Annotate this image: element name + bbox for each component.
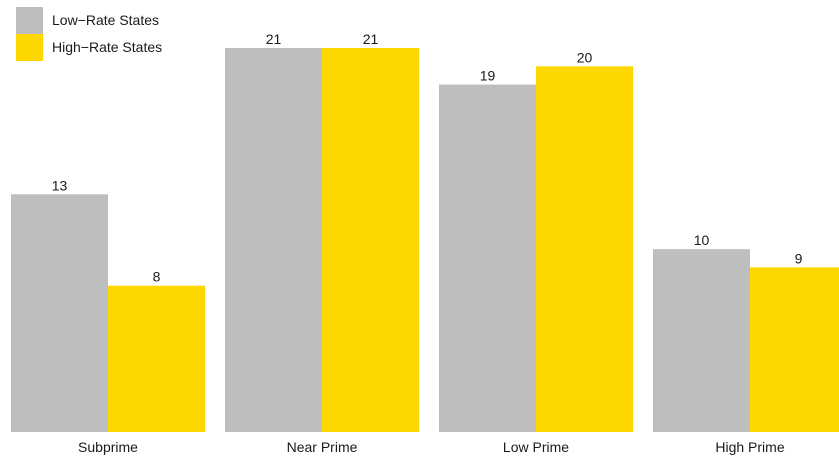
data-label: 8 bbox=[153, 269, 161, 285]
bar-subprime-series-1 bbox=[11, 194, 108, 432]
bar-low-prime-series-2 bbox=[536, 66, 633, 433]
bar-high-prime-series-2 bbox=[750, 267, 839, 432]
x-tick-label: Subprime bbox=[78, 439, 138, 455]
data-label: 21 bbox=[266, 31, 282, 47]
data-labels: 13 8 21 21 19 20 10 9 bbox=[52, 31, 803, 285]
data-label: 9 bbox=[795, 250, 803, 266]
x-tick-label: Near Prime bbox=[287, 439, 358, 455]
bar-near-prime-series-1 bbox=[225, 48, 322, 432]
data-label: 20 bbox=[577, 49, 593, 65]
bar-near-prime-series-2 bbox=[322, 48, 419, 432]
data-label: 21 bbox=[363, 31, 379, 47]
bars bbox=[11, 48, 839, 433]
x-tick-label: Low Prime bbox=[503, 439, 569, 455]
x-axis-tick-labels: Subprime Near Prime Low Prime High Prime bbox=[78, 439, 785, 455]
data-label: 19 bbox=[480, 68, 496, 84]
bar-low-prime-series-1 bbox=[439, 84, 536, 433]
bar-high-prime-series-1 bbox=[653, 249, 750, 432]
x-tick-label: High Prime bbox=[715, 439, 784, 455]
data-label: 10 bbox=[694, 232, 710, 248]
legend: Low−Rate States High−Rate States bbox=[16, 7, 162, 61]
legend-swatch bbox=[16, 7, 43, 34]
legend-label: High−Rate States bbox=[52, 39, 162, 55]
legend-swatch bbox=[16, 34, 43, 61]
data-label: 13 bbox=[52, 177, 68, 193]
bar-subprime-series-2 bbox=[108, 285, 205, 432]
legend-label: Low−Rate States bbox=[52, 12, 159, 28]
